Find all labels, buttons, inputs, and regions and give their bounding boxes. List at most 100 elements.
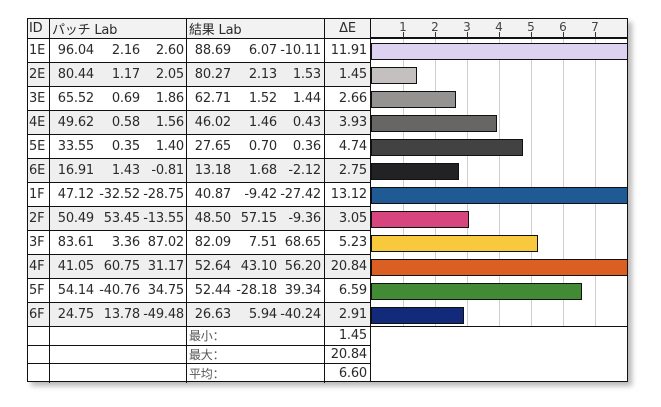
result-b: -27.42: [280, 187, 321, 202]
patch-a: 53.45: [103, 211, 140, 226]
row-id: 4F: [28, 255, 50, 278]
x-tick-label: 2: [431, 20, 439, 34]
x-tick-label: 3: [463, 20, 471, 34]
delta-e-value: 4.74: [338, 139, 367, 154]
gridline: [595, 39, 596, 327]
patch-b: -13.55: [143, 211, 184, 226]
delta-e-bar-1e: [371, 42, 627, 60]
result-lab-values: 62.71 1.52 1.44: [187, 87, 325, 110]
result-lab-values: 82.09 7.51 68.65: [187, 231, 325, 254]
result-lab-values: 52.64 43.10 56.20: [187, 255, 325, 278]
gridline: [467, 39, 468, 327]
result-a: 0.70: [248, 139, 277, 154]
x-tick-mark: [467, 32, 468, 38]
row-id: 4E: [28, 111, 50, 134]
result-l: 62.71: [194, 91, 231, 106]
result-a: 2.13: [248, 67, 277, 82]
gridline: [531, 39, 532, 327]
result-a: 6.07: [248, 43, 277, 58]
gridline: [403, 39, 404, 327]
result-b: -10.11: [280, 43, 321, 58]
result-a: 5.94: [248, 307, 277, 322]
summary-blank-patch: [50, 345, 187, 363]
patch-l: 33.55: [57, 139, 94, 154]
patch-l: 49.62: [57, 115, 94, 130]
table-row: 5F 54.14 -40.76 34.75 52.44 -28.18 39.34…: [28, 279, 370, 303]
patch-lab-values: 41.05 60.75 31.17: [50, 255, 187, 278]
result-a: 1.46: [248, 115, 277, 130]
table-row: 2F 50.49 53.45 -13.55 48.50 57.15 -9.36 …: [28, 207, 370, 231]
patch-l: 65.52: [57, 91, 94, 106]
patch-l: 80.44: [57, 67, 94, 82]
patch-l: 96.04: [57, 43, 94, 58]
row-id: 2F: [28, 207, 50, 230]
table-row: 2E 80.44 1.17 2.05 80.27 2.13 1.53 1.45: [28, 63, 370, 87]
patch-a: 2.16: [111, 43, 140, 58]
chart-axis-header: 1 2 3 4 5 6 7: [371, 19, 627, 39]
table-header-row: ID パッチ Lab 結果 Lab ΔE: [28, 19, 370, 39]
delta-e-bar-1f: [371, 186, 627, 204]
delta-e-bar-3e: [371, 90, 457, 108]
delta-e-bar-2f: [371, 210, 469, 228]
row-id: 3E: [28, 87, 50, 110]
delta-e-bar-4e: [371, 114, 497, 132]
patch-b: -0.81: [151, 163, 184, 178]
result-l: 52.64: [194, 259, 231, 274]
patch-b: -49.48: [143, 307, 184, 322]
row-id: 6F: [28, 303, 50, 326]
result-b: 0.43: [292, 115, 321, 130]
patch-b: 2.05: [155, 67, 184, 82]
delta-e-value: 11.91: [330, 43, 367, 58]
summary-row: 平均： 6.60: [28, 364, 370, 383]
result-b: 1.44: [292, 91, 321, 106]
x-tick-mark: [563, 32, 564, 38]
delta-e-value: 13.12: [330, 187, 367, 202]
delta-e-value: 3.05: [338, 211, 367, 226]
summary-row: 最小： 1.45: [28, 327, 370, 346]
patch-b: 87.02: [147, 235, 184, 250]
delta-e-value: 5.23: [338, 235, 367, 250]
summary-blank-id: [28, 364, 50, 383]
summary-label: 最大：: [187, 345, 325, 363]
summary-chart-blank: [370, 326, 627, 381]
patch-l: 47.12: [57, 187, 94, 202]
summary-value: 20.84: [330, 346, 367, 362]
x-tick-label: 7: [591, 20, 599, 34]
summary-blank-id: [28, 327, 50, 345]
table-row: 1F 47.12 -32.52 -28.75 40.87 -9.42 -27.4…: [28, 183, 370, 207]
delta-e-value: 2.75: [338, 163, 367, 178]
x-tick-mark: [595, 32, 596, 38]
summary-blank-patch: [50, 364, 187, 383]
patch-a: 0.35: [111, 139, 140, 154]
patch-lab-values: 47.12 -32.52 -28.75: [50, 183, 187, 206]
patch-b: 1.86: [155, 91, 184, 106]
result-l: 46.02: [194, 115, 231, 130]
delta-e-value: 1.45: [338, 67, 367, 82]
delta-e-bar-4f: [371, 258, 627, 276]
patch-l: 83.61: [57, 235, 94, 250]
result-l: 80.27: [194, 67, 231, 82]
patch-l: 54.14: [57, 283, 94, 298]
result-l: 88.69: [194, 43, 231, 58]
patch-b: 2.60: [155, 43, 184, 58]
x-tick-label: 5: [527, 20, 535, 34]
delta-e-value: 2.91: [338, 307, 367, 322]
header-result-lab: 結果 Lab: [187, 19, 325, 38]
patch-lab-values: 49.62 0.58 1.56: [50, 111, 187, 134]
table-row: 5E 33.55 0.35 1.40 27.65 0.70 0.36 4.74: [28, 135, 370, 159]
result-l: 48.50: [194, 211, 231, 226]
header-patch-lab: パッチ Lab: [50, 19, 187, 38]
table-row: 1E 96.04 2.16 2.60 88.69 6.07 -10.11 11.…: [28, 39, 370, 63]
delta-e-bar-6f: [371, 306, 465, 324]
summary-blank-id: [28, 345, 50, 363]
patch-b: 31.17: [147, 259, 184, 274]
result-b: -2.12: [288, 163, 321, 178]
delta-e-bar-5e: [371, 138, 523, 156]
patch-b: 1.40: [155, 139, 184, 154]
patch-lab-values: 83.61 3.36 87.02: [50, 231, 187, 254]
result-lab-values: 13.18 1.68 -2.12: [187, 159, 325, 182]
header-delta-e: ΔE: [339, 21, 356, 36]
delta-e-bar-chart: 1 2 3 4 5 6 7: [370, 19, 627, 327]
result-a: 1.52: [248, 91, 277, 106]
patch-a: 1.17: [111, 67, 140, 82]
